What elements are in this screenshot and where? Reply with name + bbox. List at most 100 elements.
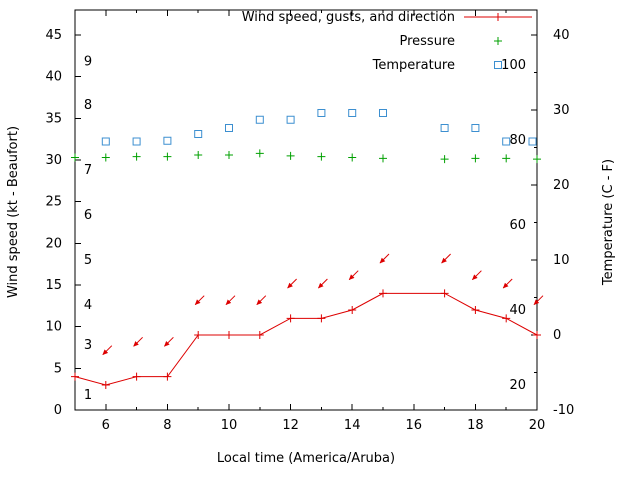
pressure-point <box>379 154 387 163</box>
y-tick-label: 10 <box>45 320 62 335</box>
x-tick-label: 6 <box>102 418 110 433</box>
y2-tick-label: 40 <box>553 28 570 43</box>
y2-tick-label: 20 <box>553 178 570 193</box>
gust-direction-arrow <box>164 336 174 347</box>
pressure-point <box>225 151 233 159</box>
gust-direction-arrow <box>102 345 113 356</box>
y2-tick-label: 10 <box>553 253 570 268</box>
gust-direction-arrow <box>379 253 390 264</box>
wind-point-marker <box>286 314 295 323</box>
wind-point-marker <box>471 306 480 314</box>
pressure-point <box>348 153 357 162</box>
pressure-point <box>533 155 541 164</box>
legend-key-pressure-marker <box>494 37 502 45</box>
temperature-point <box>440 124 449 132</box>
y2-tick-label: 30 <box>553 103 570 118</box>
inner-right-scale-label: 40 <box>509 303 526 318</box>
y-tick-label: 40 <box>45 70 62 85</box>
beaufort-scale-label: 6 <box>84 208 92 223</box>
x-tick-label: 20 <box>529 418 546 433</box>
gust-direction-arrow <box>287 278 297 289</box>
y-axis-title: Wind speed (kt - Beaufort) <box>6 126 21 298</box>
wind-point-marker <box>502 314 511 323</box>
temperature-point <box>528 137 537 146</box>
beaufort-scale-label: 5 <box>84 253 92 268</box>
temperature-point <box>163 136 172 145</box>
temperature-point <box>225 124 233 132</box>
pressure-point <box>440 155 449 164</box>
legend-label-pressure: Pressure <box>399 34 455 49</box>
x-tick-label: 8 <box>163 418 171 433</box>
pressure-point <box>71 153 79 162</box>
x-tick-label: 14 <box>344 418 361 433</box>
gust-direction-arrow <box>441 253 451 264</box>
wind-point-marker <box>348 306 357 314</box>
wind-point-marker <box>379 289 387 298</box>
y-tick-label: 15 <box>45 278 62 293</box>
y2-tick-label: 0 <box>553 328 561 343</box>
legend-key-temperature-marker <box>494 61 502 69</box>
gust-direction-arrow <box>194 295 205 306</box>
wind-point-marker <box>440 289 449 298</box>
gust-direction-arrow <box>318 278 328 289</box>
inner-right-scale-label: 60 <box>509 218 526 233</box>
temperature-point <box>194 130 203 138</box>
y-tick-label: 25 <box>45 195 62 210</box>
legend-label-wind: Wind speed, gusts, and direction <box>242 10 455 25</box>
gust-direction-arrow <box>348 270 359 281</box>
beaufort-scale-label: 3 <box>84 338 92 353</box>
beaufort-scale-label: 8 <box>84 98 92 113</box>
beaufort-scale-label: 4 <box>84 298 92 313</box>
pressure-point <box>317 152 326 161</box>
temperature-point <box>286 115 295 124</box>
legend-label-temperature: Temperature <box>372 58 455 73</box>
x-tick-label: 18 <box>467 418 484 433</box>
wind-point-marker <box>255 331 264 339</box>
wind-point-marker <box>225 331 233 339</box>
pressure-point <box>194 151 203 159</box>
wind-point-marker <box>533 331 541 339</box>
inner-right-scale-label: 20 <box>509 378 526 393</box>
x-tick-label: 16 <box>406 418 423 433</box>
wind-point-marker <box>101 381 110 389</box>
gust-direction-arrow <box>133 336 143 347</box>
x-axis-title: Local time (America/Aruba) <box>217 451 395 466</box>
y2-tick-label: -10 <box>553 403 574 418</box>
y-tick-label: 35 <box>45 111 62 126</box>
wind-point-marker <box>317 314 326 323</box>
beaufort-scale-label: 7 <box>84 163 92 178</box>
pressure-point <box>502 154 511 163</box>
wind-point-marker <box>163 372 172 381</box>
wind-point-marker <box>194 331 203 339</box>
temperature-point <box>101 137 110 146</box>
gust-direction-arrow <box>472 270 482 281</box>
temperature-point <box>471 124 480 132</box>
gust-direction-arrow <box>256 295 267 306</box>
wind-speed-line <box>74 292 538 386</box>
temperature-point <box>255 115 264 124</box>
y-tick-label: 45 <box>45 28 62 43</box>
wind-point-marker <box>71 372 79 381</box>
gust-direction-arrow <box>533 295 544 306</box>
pressure-point <box>471 154 480 163</box>
pressure-point <box>286 151 295 160</box>
y-tick-label: 30 <box>45 153 62 168</box>
y-tick-label: 20 <box>45 236 62 251</box>
wind-point-marker <box>132 372 141 381</box>
temperature-point <box>132 137 141 146</box>
y2-axis-title: Temperature (C - F) <box>601 159 616 286</box>
pressure-point <box>255 149 264 158</box>
gust-direction-arrow <box>225 295 236 306</box>
gust-direction-arrow <box>502 278 513 289</box>
legend-key-wind-marker <box>494 13 502 21</box>
temperature-point <box>348 109 357 117</box>
x-tick-label: 12 <box>282 418 299 433</box>
temperature-point <box>379 109 387 117</box>
pressure-point <box>163 152 172 161</box>
y-tick-label: 5 <box>54 361 62 376</box>
y-tick-label: 0 <box>54 403 62 418</box>
plot-border <box>74 9 538 411</box>
x-tick-label: 10 <box>221 418 238 433</box>
